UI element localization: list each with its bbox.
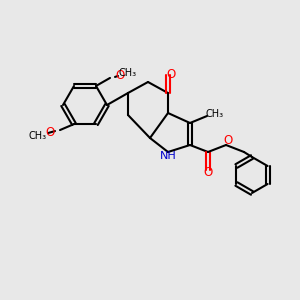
- Text: O: O: [224, 134, 232, 148]
- Text: O: O: [167, 68, 176, 80]
- Text: O: O: [45, 126, 55, 139]
- Text: CH₃: CH₃: [29, 131, 47, 141]
- Text: O: O: [203, 166, 213, 178]
- Text: O: O: [116, 69, 124, 82]
- Text: CH₃: CH₃: [119, 68, 137, 78]
- Text: CH₃: CH₃: [206, 109, 224, 119]
- Text: NH: NH: [160, 151, 176, 161]
